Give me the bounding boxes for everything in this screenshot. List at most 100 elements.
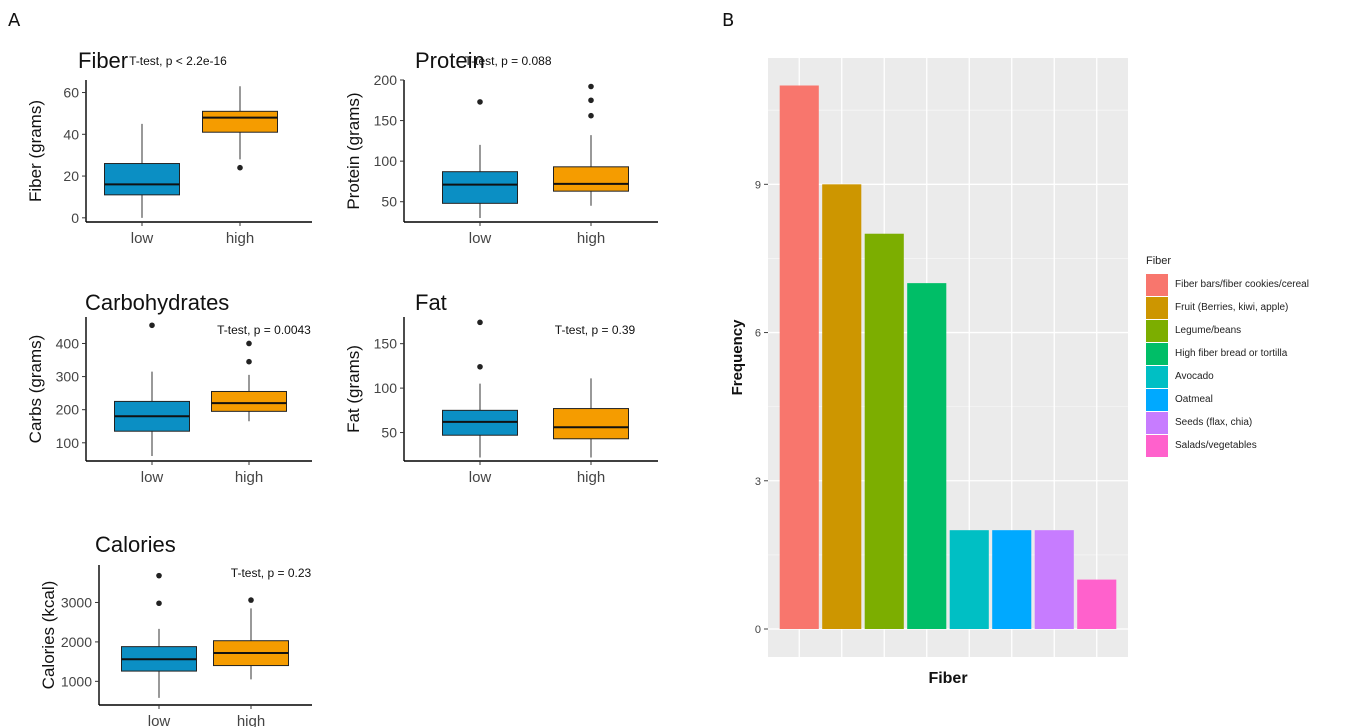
- outlier-point: [156, 600, 162, 607]
- x-axis-label: Fiber: [928, 670, 967, 687]
- legend-key: [1146, 273, 1168, 296]
- y-tick-label: 400: [56, 335, 80, 351]
- y-tick-label: 100: [56, 435, 80, 451]
- plot-title: Calories: [95, 532, 176, 557]
- y-axis-label: Frequency: [729, 319, 746, 396]
- y-tick-label: 200: [374, 72, 398, 88]
- x-tick-label: high: [235, 469, 263, 486]
- boxplot-fiber: Fiber T-test, p < 2.2e-16 Fiber (grams) 0 20…: [26, 48, 312, 247]
- test-annotation: T-test, p = 0.088: [464, 54, 551, 68]
- x-tick-label: low: [469, 469, 492, 486]
- box-high: [211, 390, 287, 412]
- y-tick-label: 200: [56, 402, 80, 418]
- legend-key: [1146, 296, 1168, 319]
- legend-key: [1146, 388, 1168, 411]
- outlier-point: [477, 99, 483, 105]
- legend-item: Seeds (flax, chia): [1146, 411, 1309, 434]
- legend-title: Fiber: [1146, 255, 1172, 267]
- box-high: [202, 110, 278, 133]
- test-annotation: T-test, p = 0.0043: [217, 323, 311, 337]
- y-tick-label: 100: [374, 380, 398, 396]
- x-tick-label: high: [577, 230, 605, 247]
- legend-label: Seeds (flax, chia): [1175, 417, 1253, 428]
- outlier-point: [156, 572, 162, 579]
- legend-label: Salads/vegetables: [1175, 440, 1257, 451]
- legend-label: Fruit (Berries, kiwi, apple): [1175, 302, 1289, 313]
- outlier-point: [477, 363, 483, 370]
- y-tick-label: 9: [755, 179, 761, 191]
- x-tick-label: high: [577, 469, 605, 486]
- y-tick-label: 2000: [61, 634, 92, 650]
- y-tick-label: 50: [381, 425, 397, 441]
- bar-plot-area: 0 3 6 9 Frequency Fiber: [729, 58, 1128, 687]
- y-tick-label: 0: [755, 624, 761, 636]
- outlier-point: [237, 164, 243, 171]
- outlier-point: [246, 358, 252, 365]
- box-low: [442, 171, 518, 204]
- y-axis-label: Protein (grams): [344, 92, 363, 209]
- legend-item: Oatmeal: [1146, 388, 1309, 411]
- outlier-point: [248, 597, 254, 603]
- bar-5: [949, 530, 989, 629]
- panel-label-a: A: [8, 10, 21, 31]
- test-annotation: T-test, p = 0.39: [555, 323, 636, 337]
- outlier-point: [149, 322, 155, 329]
- legend-item: Salads/vegetables: [1146, 434, 1309, 457]
- bar-1: [779, 85, 819, 629]
- y-tick-label: 60: [63, 85, 79, 101]
- y-axis-label: Calories (kcal): [39, 581, 58, 690]
- y-tick-label: 1000: [61, 673, 92, 689]
- legend-key: [1146, 342, 1168, 365]
- panel-label-b: B: [722, 10, 735, 31]
- outlier-point: [477, 319, 483, 326]
- x-tick-label: high: [226, 230, 254, 247]
- legend-item: Fruit (Berries, kiwi, apple): [1146, 296, 1309, 319]
- y-tick-label: 40: [63, 126, 79, 142]
- plot-background: [768, 58, 1128, 657]
- bar-2: [822, 184, 862, 629]
- y-axis-label: Fat (grams): [344, 345, 363, 433]
- legend-label: Oatmeal: [1175, 394, 1213, 405]
- boxplot-calories: Calories T-test, p = 0.23 Calories (kcal) 1…: [39, 532, 312, 727]
- test-annotation: T-test, p = 0.23: [231, 566, 312, 580]
- y-tick-label: 3: [755, 476, 761, 488]
- legend-item: High fiber bread or tortilla: [1146, 342, 1309, 365]
- y-axis-label: Carbs (grams): [26, 335, 45, 444]
- x-tick-label: low: [141, 469, 164, 486]
- legend-label: High fiber bread or tortilla: [1175, 348, 1288, 359]
- legend-key: [1146, 411, 1168, 434]
- legend-item: Fiber bars/fiber cookies/cereal: [1146, 273, 1309, 296]
- box-low: [104, 163, 180, 196]
- legend-label: Legume/beans: [1175, 325, 1242, 336]
- plot-title: Carbohydrates: [85, 290, 229, 315]
- y-tick-label: 150: [374, 113, 398, 129]
- test-annotation: T-test, p < 2.2e-16: [129, 54, 227, 68]
- outlier-point: [588, 97, 594, 104]
- legend-label: Avocado: [1175, 371, 1214, 382]
- y-tick-label: 300: [56, 369, 80, 385]
- x-tick-label: high: [237, 713, 265, 727]
- plot-title: Fat: [415, 290, 447, 315]
- y-tick-label: 6: [755, 328, 761, 340]
- legend-label: Fiber bars/fiber cookies/cereal: [1175, 279, 1309, 290]
- y-tick-label: 100: [374, 153, 398, 169]
- bar-6: [992, 530, 1032, 629]
- bar-8: [1077, 579, 1117, 629]
- bar-7: [1034, 530, 1074, 629]
- y-tick-label: 3000: [61, 594, 92, 610]
- legend-key: [1146, 319, 1168, 342]
- boxplot-carbohydrates: Carbohydrates T-test, p = 0.0043 Carbs (gr…: [26, 290, 312, 486]
- bar-4: [907, 283, 947, 629]
- x-tick-label: low: [148, 713, 171, 727]
- bar-chart: 0 3 6 9 Frequency Fiber: [729, 58, 1128, 687]
- plot-title: Protein: [415, 48, 485, 73]
- y-tick-label: 150: [374, 336, 398, 352]
- bar-3: [864, 233, 904, 629]
- legend-key: [1146, 434, 1168, 457]
- y-tick-label: 0: [71, 210, 79, 226]
- legend-item: Avocado: [1146, 365, 1309, 388]
- box-high: [553, 166, 629, 192]
- bar-chart-legend: Fiber Fiber bars/fiber cookies/cereal Fru…: [1146, 255, 1309, 457]
- plot-title: Fiber: [78, 48, 128, 73]
